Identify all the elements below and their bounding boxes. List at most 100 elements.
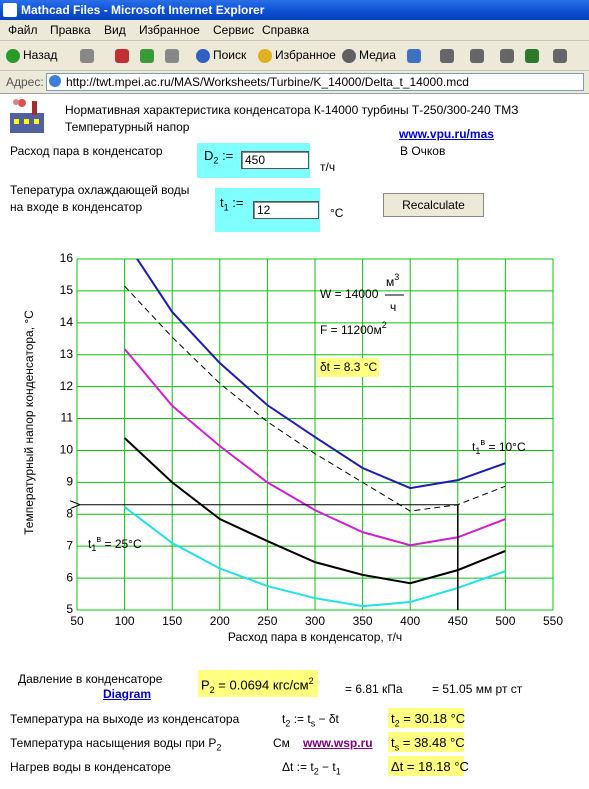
text-piece: = 30.18 °C	[399, 711, 466, 726]
result-label: Температура на выходе из конденсатора	[10, 712, 239, 726]
page-icon	[49, 75, 61, 87]
toolbar-button[interactable]: Медиа	[342, 48, 396, 63]
curve	[123, 506, 506, 608]
text-piece: 2	[308, 676, 314, 686]
text-piece: Температура на выходе из конденсатора	[10, 712, 240, 726]
chart: 50 100 150 200 250 300 350 400 450 500 550 5 6 7 8 9 10 1…	[22, 251, 563, 644]
window-title: Mathcad Files - Microsoft Internet Explo…	[21, 3, 265, 17]
input-label: Расход пара в конденсатор	[10, 144, 163, 158]
wsp-link[interactable]: www.wsp.ru	[303, 736, 373, 750]
toolbar-icon[interactable]	[407, 49, 421, 63]
menu-bar: Файл Правка Вид Избранное Сервис Справка	[0, 20, 589, 41]
x-tick-label: 550	[543, 614, 563, 628]
text-piece: в	[96, 534, 101, 544]
text-piece: F = 11200м	[320, 323, 382, 337]
input-unit: т/ч	[320, 160, 336, 174]
toolbar-icon	[258, 48, 272, 63]
x-tick-label: 200	[210, 614, 230, 628]
annotation: δt = 8.3 °C	[320, 360, 378, 374]
x-tick-label: 300	[305, 614, 325, 628]
formula: Δt := t2 − t1	[282, 760, 341, 776]
menu-item[interactable]: Правка	[50, 23, 91, 37]
text-piece: 2	[382, 320, 387, 330]
toolbar-label: Назад	[23, 48, 58, 62]
annotation: м3	[386, 272, 399, 289]
text-piece: := t	[290, 712, 311, 726]
menu-item[interactable]: Справка	[262, 23, 310, 37]
toolbar-icon[interactable]	[440, 49, 454, 63]
formula: См	[273, 736, 290, 750]
annotation: W = 14000	[320, 287, 379, 301]
page-subtitle: Температурный напор	[65, 120, 190, 134]
toolbar-button[interactable]: Поиск	[196, 48, 246, 63]
toolbar-button[interactable]: Избранное	[258, 48, 336, 63]
url: http://twt.mpei.ac.ru/MAS/Worksheets/Tur…	[66, 75, 469, 89]
y-tick-label: 13	[60, 347, 74, 361]
input-symbol: t1 :=	[220, 195, 243, 213]
toolbar-icon[interactable]	[165, 49, 179, 63]
pressure-result: P2 = 0.0694 кгс/см2	[198, 670, 318, 697]
text-piece: :=	[228, 195, 244, 210]
text-piece: Нагрев воды в конденсаторе	[10, 760, 171, 774]
text-piece: в	[480, 437, 485, 447]
y-tick-label: 11	[61, 411, 74, 425]
x-axis-label: Расход пара в конденсатор, т/ч	[228, 630, 402, 644]
menu-item[interactable]: Файл	[8, 23, 38, 37]
menu-item[interactable]: Сервис	[213, 23, 255, 37]
vpu-link[interactable]: www.vpu.ru/mas	[399, 127, 494, 141]
toolbar-icon	[342, 48, 356, 63]
toolbar-label: Медиа	[359, 48, 396, 62]
y-tick-label: 16	[60, 251, 74, 265]
toolbar: Назад Поиск Избранное Медиа	[0, 41, 589, 71]
y-tick-label: 9	[66, 475, 73, 489]
x-tick-label: 50	[70, 614, 84, 628]
address-bar: Адрес: http://twt.mpei.ac.ru/MAS/Workshe…	[0, 71, 589, 94]
text-piece: 2	[313, 766, 319, 777]
text-piece: = 10°C	[485, 440, 526, 454]
text-piece: 1	[475, 446, 480, 456]
text-piece: См	[273, 736, 290, 750]
toolbar-icon[interactable]	[470, 49, 484, 63]
toolbar-icon[interactable]	[140, 49, 154, 63]
toolbar-icon[interactable]	[553, 49, 567, 63]
pressure-kpa: = 6.81 кПа	[345, 682, 403, 696]
toolbar-icon[interactable]	[115, 49, 129, 63]
curve	[123, 348, 506, 547]
toolbar-icon[interactable]	[80, 49, 94, 63]
x-tick-label: 350	[353, 614, 373, 628]
y-tick-label: 5	[66, 602, 73, 616]
x-tick-label: 100	[115, 614, 135, 628]
input-symbol: D2 :=	[204, 148, 233, 166]
text-piece: D	[204, 148, 214, 163]
toolbar-button[interactable]: Назад	[6, 48, 57, 63]
annotation: F = 11200м2	[320, 320, 387, 337]
text-piece: = 38.48 °C	[399, 735, 465, 750]
text-piece: t	[220, 195, 224, 210]
text-piece: м	[386, 275, 394, 289]
address-field[interactable]: http://twt.mpei.ac.ru/MAS/Worksheets/Tur…	[46, 73, 584, 91]
x-tick-label: 250	[257, 614, 277, 628]
menu-item[interactable]: Вид	[104, 23, 126, 37]
text-piece: 2	[285, 718, 291, 729]
y-tick-label: 12	[60, 379, 74, 393]
text-piece: 2	[216, 742, 222, 753]
y-tick-label: 14	[60, 315, 74, 329]
text-piece: 2	[209, 684, 215, 695]
text-piece: 1	[223, 202, 229, 213]
y-tick-label: 8	[66, 506, 73, 520]
recalculate-button[interactable]: Recalculate	[383, 193, 484, 217]
result-value: ts = 38.48 °C	[388, 732, 465, 753]
text-piece: 1	[335, 766, 341, 777]
text-piece: = 0.0694 кгс/см	[214, 677, 309, 693]
diagram-link[interactable]: Diagram	[103, 687, 152, 701]
curve	[123, 437, 506, 585]
annotation: ч	[390, 300, 396, 314]
toolbar-icon[interactable]	[525, 49, 539, 63]
steam-flow-input[interactable]: 450	[241, 151, 309, 169]
toolbar-icon[interactable]	[500, 49, 514, 63]
x-tick-label: 500	[495, 614, 515, 628]
water-temp-input[interactable]: 12	[253, 201, 319, 219]
menu-item[interactable]: Избранное	[139, 23, 200, 37]
y-axis-label: Температурный напор конденсатора, °С	[22, 310, 36, 535]
